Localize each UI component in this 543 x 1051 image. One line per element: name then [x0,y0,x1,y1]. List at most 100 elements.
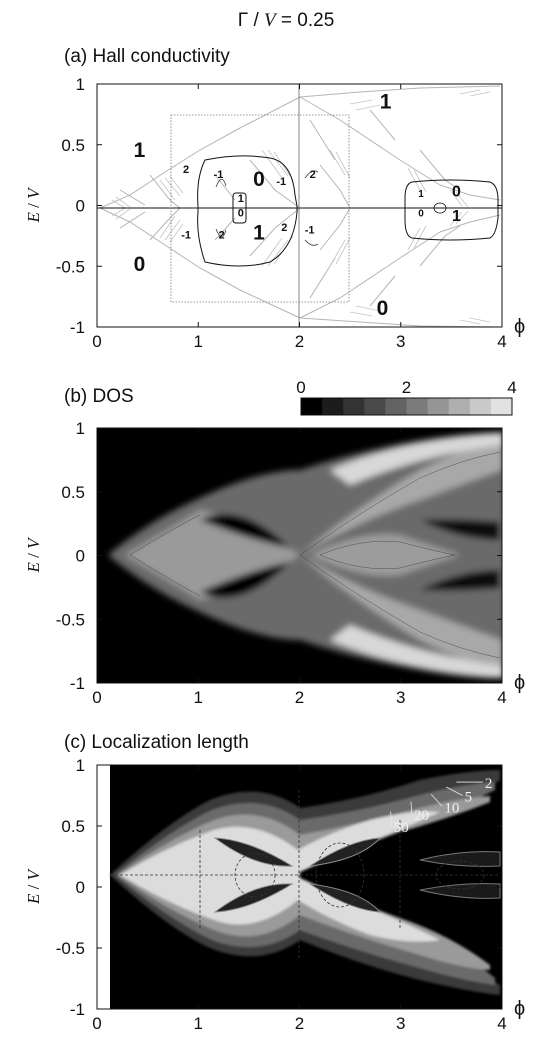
dos-colorbar-swatch [490,398,513,415]
panel-b-y-axis-label-v: V [24,536,43,549]
loc-contour-leader [446,786,463,796]
panel-a-y-tick-label: 0 [76,197,85,216]
hall-region-label: 0 [377,297,389,320]
panel-c-x-tick-label: 1 [194,1014,203,1033]
panel-b-plot-area [108,432,502,679]
dos-colorbar-swatch [448,398,471,415]
hall-region-label: 0 [452,184,461,201]
hall-wiggle-upper [304,170,319,246]
panel-c-axes: 0 1 2 3 4 -1 -0.5 0 0.5 1 ϕ E / V [24,756,525,1033]
panel-b-y-axis-label: E / V [24,536,43,574]
hall-region-label: -1 [276,176,286,188]
dos-colorbar-swatch [427,398,450,415]
hall-region-label: 1 [418,189,424,200]
panel-a-x-tick-label: 2 [295,332,304,351]
dos-colorbar-swatch [385,398,407,415]
hall-region-label: 1 [238,193,244,205]
hall-region-label: 1 [452,208,461,225]
panel-c-x-tick-label: 2 [295,1014,304,1033]
dos-colorbar-swatch [322,398,344,415]
hall-region-label: 1 [380,90,392,113]
panel-b-x-tick-label: 1 [194,688,203,707]
loc-contour-label: 50 [394,820,409,836]
panel-a-x-tick-label: 0 [92,332,101,351]
hall-band-hatching [111,89,491,325]
figure-header: Γ / V = 0.25 [238,10,335,31]
dos-colorbar: 0 2 4 [296,378,517,416]
dos-colorbar-swatch [469,398,492,415]
panel-c-plot-area: 25 10 20 50 [110,765,502,1009]
panel-a-x-tick-label: 1 [194,332,203,351]
panel-a-y-tick-label: -1 [70,318,85,337]
hall-region-label: 0 [253,168,265,191]
loc-contour-leader [390,811,393,827]
header-value: = 0.25 [276,10,335,31]
dos-colorbar-tick-label: 0 [296,378,305,397]
loc-contour-labels: 25 10 20 50 [390,776,493,836]
panel-c: (c) Localization length [24,732,525,1033]
hall-region-label: 2 [183,164,189,176]
dos-dark-lobe-right-lower [420,570,500,591]
panel-b-y-tick-label: -0.5 [56,610,85,629]
loc-dark-lobes [213,837,501,913]
dos-colorbar-swatch [364,398,386,415]
hall-region-label: 2 [310,169,316,181]
panel-c-y-axis-label-e: E [24,893,43,905]
loc-contour-label: 10 [444,800,459,816]
hall-boundary-contour-left [197,155,298,267]
panel-c-y-axis-label: E / V [24,867,43,905]
loc-dark-lobe-lower-right [309,883,382,913]
panel-b-x-tick-label: 3 [396,688,405,707]
panel-b-y-axis-label-e: E [24,562,43,574]
loc-dark-lobe-upper [213,837,294,867]
hall-small-loop-right [433,202,447,214]
hall-region-label: 2 [281,222,287,234]
header-prefix: Γ / [238,10,264,31]
panel-c-y-tick-label: -0.5 [56,939,85,958]
loc-dark-lobe-lower [213,883,294,913]
dos-dark-lobe-right-upper [420,519,500,540]
panel-a-y-tick-label: 0.5 [61,136,85,155]
dos-middle-branch [310,534,460,576]
hall-region-label: 0 [238,208,244,220]
panel-a: (a) Hall conductivity [24,46,525,351]
panel-c-x-tick-label: 3 [396,1014,405,1033]
panel-c-y-tick-label: 0 [76,878,85,897]
panel-a-y-axis-label: E / V [24,186,43,224]
panel-a-y-axis-label-slash: / [24,199,43,212]
panel-b-y-tick-label: 0 [76,547,85,566]
dos-lower-branch [300,555,502,672]
panel-a-x-tick-label: 4 [497,332,506,351]
dos-lower-bright-edge [330,625,502,678]
panel-b-x-tick-label: 4 [497,688,506,707]
panel-b-axes: 0 1 2 3 4 -1 -0.5 0 0.5 1 ϕ E / V [24,419,525,707]
panel-c-label: (c) Localization length [64,732,249,753]
panel-c-y-tick-label: 1 [76,756,85,775]
hall-zoom-region [170,114,350,303]
panel-a-label: (a) Hall conductivity [64,46,230,67]
hall-region-label: -1 [181,230,191,242]
panel-a-y-tick-label: 1 [76,75,85,94]
header-variable: V [264,10,278,31]
dos-dark-lobe-upper [200,514,290,548]
dos-contour-lines [129,451,501,659]
loc-dashed-lines [110,790,500,960]
panel-b-x-axis-label: ϕ [514,672,525,694]
panel-b-label: (b) DOS [64,386,134,407]
loc-contour-leader [410,801,413,814]
panel-a-x-axis-label: ϕ [514,316,525,338]
dos-colorbar-swatch [406,398,428,415]
dos-colorbar-frame [300,397,513,416]
dos-upper-branch [300,440,502,555]
panel-b-y-axis-label-slash: / [24,549,43,562]
panel-c-x-axis-label: ϕ [514,998,525,1020]
panel-b-x-tick-label: 2 [295,688,304,707]
panel-a-y-axis-label-v: V [24,186,43,199]
panel-a-y-axis-label-e: E [24,212,43,224]
dos-colorbar-tick-label: 2 [402,378,411,397]
panel-b-y-tick-label: 1 [76,419,85,438]
loc-contour-label: 2 [485,776,493,792]
